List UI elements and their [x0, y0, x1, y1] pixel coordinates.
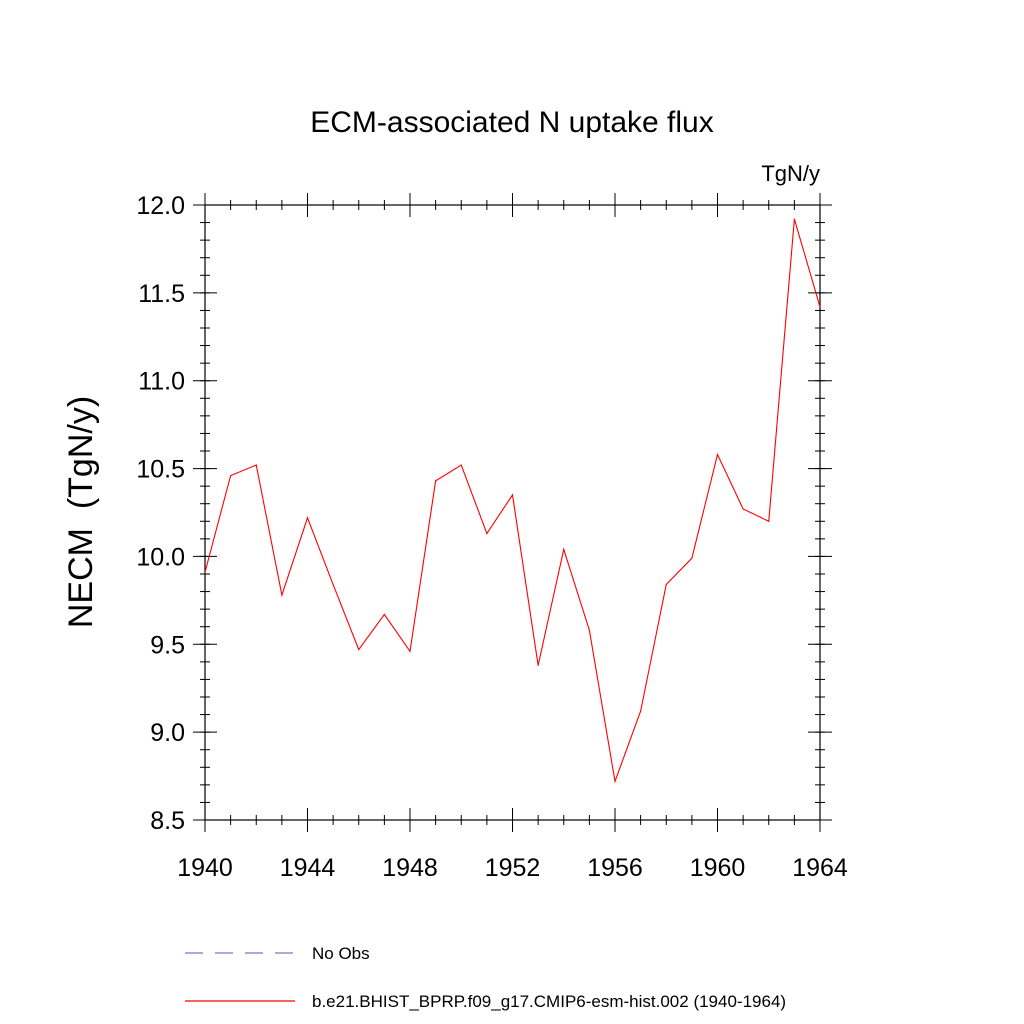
series-line-0 — [204, 218, 821, 784]
legend-label-model: b.e21.BHIST_BPRP.f09_g17.CMIP6-esm-hist.… — [312, 992, 786, 1011]
y-tick-label: 10.5 — [136, 456, 185, 484]
data-point — [665, 583, 667, 586]
data-point — [588, 629, 590, 631]
x-tick-label: 1956 — [587, 854, 643, 882]
data-point — [691, 557, 693, 559]
major-ticks — [193, 193, 832, 832]
data-point — [563, 548, 565, 551]
minor-ticks — [200, 200, 825, 825]
series-layer — [204, 218, 821, 784]
data-point — [435, 480, 437, 482]
units-label: TgN/y — [761, 161, 820, 186]
data-point — [204, 571, 206, 573]
data-point — [793, 218, 795, 220]
data-point — [358, 648, 360, 651]
data-point — [409, 650, 411, 652]
data-point — [460, 464, 462, 466]
data-point — [255, 464, 257, 466]
data-point — [640, 710, 642, 712]
y-tick-label: 8.5 — [150, 807, 185, 835]
y-tick-label: 10.0 — [136, 543, 185, 571]
data-point — [306, 517, 309, 519]
y-tick-label: 9.5 — [150, 631, 185, 659]
x-tick-label: 1944 — [280, 854, 336, 882]
plot-frame — [204, 204, 821, 821]
legend: No Obs b.e21.BHIST_BPRP.f09_g17.CMIP6-es… — [185, 944, 786, 1011]
y-tick-label: 12.0 — [136, 192, 185, 220]
data-point — [614, 780, 616, 782]
y-tick-label: 11.5 — [138, 280, 185, 308]
data-point — [383, 613, 385, 616]
tick-labels: 8.5 9.0 9.5 10.0 10.5 11.0 11.5 12.0 1940 1944 194… — [136, 192, 848, 882]
data-point — [716, 453, 719, 456]
data-point — [332, 583, 334, 586]
y-axis-label: NECM (TgN/y) — [62, 396, 100, 628]
y-tick-label: 9.0 — [150, 719, 185, 747]
x-tick-label: 1948 — [382, 854, 438, 882]
data-point — [742, 508, 744, 510]
data-point — [768, 520, 770, 522]
data-point — [281, 594, 283, 596]
data-point — [230, 475, 232, 477]
data-point — [819, 306, 821, 308]
x-tick-label: 1964 — [792, 854, 848, 882]
data-point — [486, 532, 488, 535]
x-tick-label: 1940 — [177, 854, 233, 882]
y-tick-label: 11.0 — [138, 368, 185, 396]
x-tick-label: 1952 — [485, 854, 541, 882]
data-point — [511, 494, 514, 496]
legend-label-no-obs: No Obs — [312, 944, 370, 963]
data-point — [537, 664, 539, 666]
chart-title: ECM-associated N uptake flux — [310, 106, 714, 139]
x-tick-label: 1960 — [690, 854, 746, 882]
